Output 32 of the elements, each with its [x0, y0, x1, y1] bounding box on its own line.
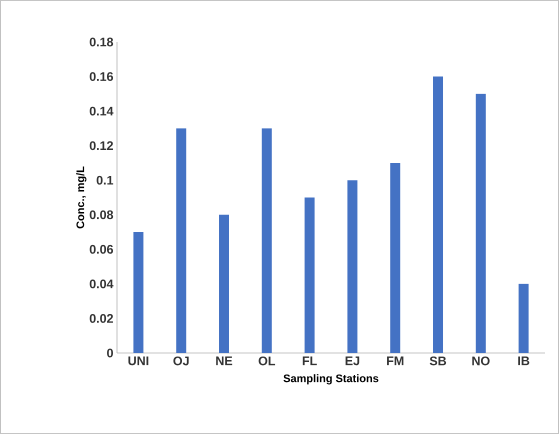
- x-axis-title: Sampling Stations: [284, 374, 378, 384]
- bar: [390, 162, 400, 353]
- y-tick-label: 0.08: [90, 210, 114, 220]
- y-axis-title: Conc., mg/L: [76, 166, 86, 228]
- x-tick-label: OL: [258, 356, 276, 366]
- bar: [176, 128, 186, 353]
- x-tick-label: OJ: [173, 356, 189, 366]
- x-tick-label: IB: [518, 356, 530, 366]
- x-tick-label: FM: [387, 356, 404, 366]
- bar: [133, 232, 144, 353]
- y-tick-label: 0.02: [90, 314, 113, 323]
- x-tick-label: NE: [216, 356, 232, 366]
- y-tick-label: 0.16: [90, 72, 114, 81]
- y-tick-label: 0.14: [90, 106, 114, 116]
- bar: [262, 128, 272, 353]
- bar: [347, 180, 358, 353]
- bar: [518, 284, 529, 353]
- y-tick-label: 0.1: [96, 176, 114, 185]
- bar: [476, 94, 486, 353]
- x-tick-label: EJ: [346, 356, 360, 366]
- x-tick-label: SB: [430, 356, 446, 366]
- bar: [304, 197, 315, 353]
- bar: [433, 76, 444, 353]
- y-tick-label: 0: [107, 348, 113, 358]
- bar: [219, 214, 230, 353]
- x-tick-label: FL: [302, 356, 317, 366]
- y-tick-label: 0.06: [90, 244, 114, 254]
- x-tick-label: UNI: [128, 356, 148, 366]
- y-tick-label: 0.04: [90, 279, 114, 288]
- x-tick-label: NO: [472, 356, 490, 366]
- y-tick-label: 0.18: [90, 38, 114, 46]
- y-tick-label: 0.12: [90, 141, 113, 150]
